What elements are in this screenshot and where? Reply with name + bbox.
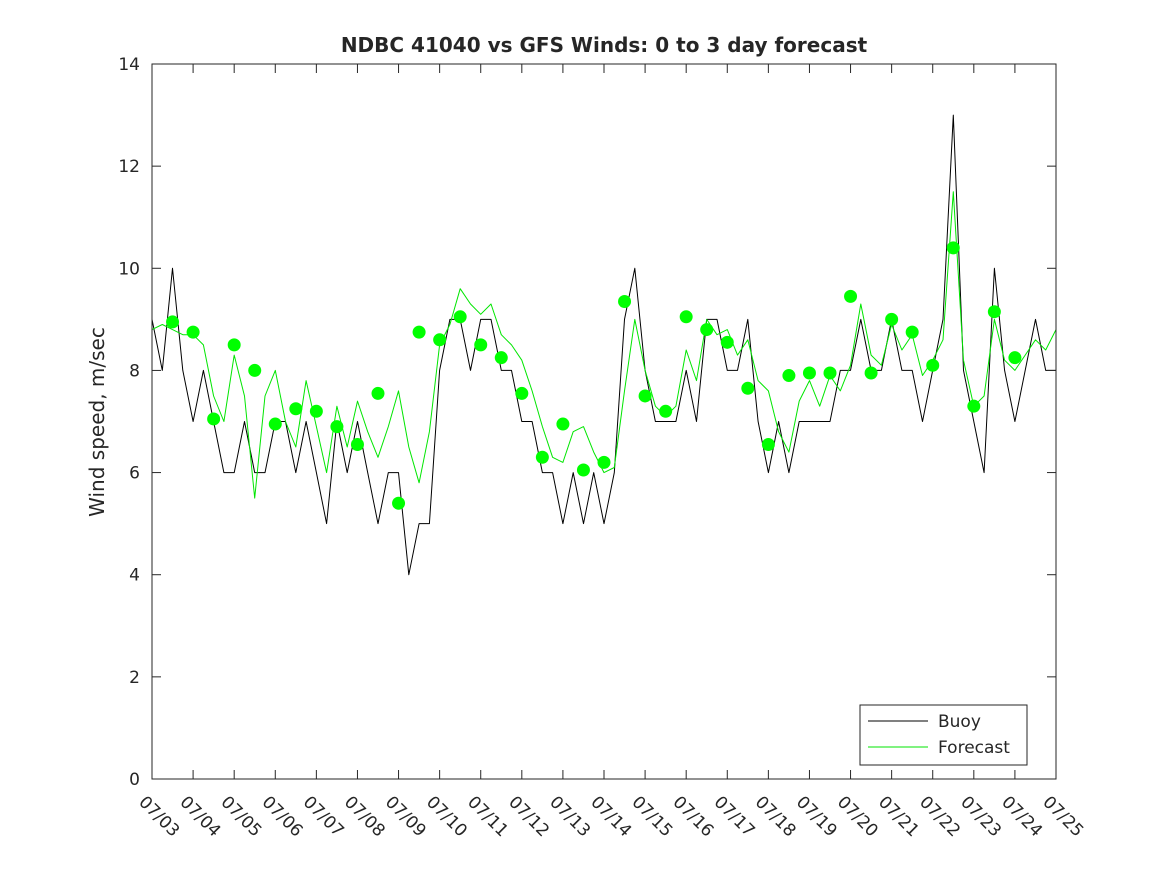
y-tick-label: 2	[129, 668, 140, 688]
y-tick-label: 10	[118, 259, 140, 279]
forecast-marker	[289, 402, 303, 416]
forecast-marker	[659, 404, 673, 418]
forecast-marker	[700, 323, 714, 337]
forecast-marker	[330, 420, 344, 434]
forecast-marker	[433, 333, 447, 347]
forecast-marker	[371, 386, 385, 400]
forecast-marker	[864, 366, 878, 380]
forecast-marker	[1008, 351, 1022, 365]
forecast-marker	[761, 437, 775, 451]
forecast-marker	[494, 351, 508, 365]
legend-label-forecast: Forecast	[938, 738, 1010, 758]
forecast-marker	[166, 315, 180, 329]
forecast-marker	[946, 241, 960, 255]
forecast-markers	[166, 241, 1022, 510]
y-tick-label: 6	[129, 464, 140, 484]
forecast-marker	[248, 363, 262, 377]
y-tick-label: 8	[129, 361, 140, 381]
forecast-marker	[515, 386, 529, 400]
forecast-marker	[186, 325, 200, 339]
legend-box	[859, 704, 1028, 766]
forecast-marker	[638, 389, 652, 403]
forecast-marker	[782, 369, 796, 383]
y-tick-label: 12	[118, 157, 140, 177]
buoy-line	[151, 114, 1056, 576]
forecast-line	[151, 191, 1057, 499]
forecast-marker	[597, 455, 611, 469]
forecast-marker	[802, 366, 816, 380]
legend: Buoy Forecast	[859, 704, 1028, 766]
forecast-marker	[556, 417, 570, 431]
forecast-marker	[350, 437, 364, 451]
forecast-marker	[309, 404, 323, 418]
forecast-marker	[392, 496, 406, 510]
y-tick-label: 4	[129, 566, 140, 586]
forecast-marker	[576, 463, 590, 477]
forecast-marker	[474, 338, 488, 352]
forecast-marker	[535, 450, 549, 464]
forecast-marker	[227, 338, 241, 352]
forecast-marker	[741, 381, 755, 395]
forecast-marker	[844, 289, 858, 303]
forecast-marker	[967, 399, 981, 413]
forecast-marker	[268, 417, 282, 431]
plot-area	[151, 114, 1057, 576]
y-axis: 0 2 4 6 8 10 12 14	[118, 55, 1056, 790]
forecast-marker	[453, 310, 467, 324]
forecast-marker	[618, 294, 632, 308]
legend-label-buoy: Buoy	[938, 712, 981, 732]
y-tick-label: 0	[129, 770, 140, 790]
forecast-marker	[905, 325, 919, 339]
chart-title: NDBC 41040 vs GFS Winds: 0 to 3 day fore…	[341, 33, 868, 57]
forecast-marker	[679, 310, 693, 324]
forecast-marker	[207, 412, 221, 426]
forecast-marker	[926, 358, 940, 372]
forecast-marker	[885, 312, 899, 326]
forecast-marker	[987, 305, 1001, 319]
forecast-marker	[823, 366, 837, 380]
forecast-marker	[412, 325, 426, 339]
forecast-marker	[720, 335, 734, 349]
y-axis-label: Wind speed, m/sec	[85, 327, 109, 517]
y-tick-label: 14	[118, 55, 140, 75]
